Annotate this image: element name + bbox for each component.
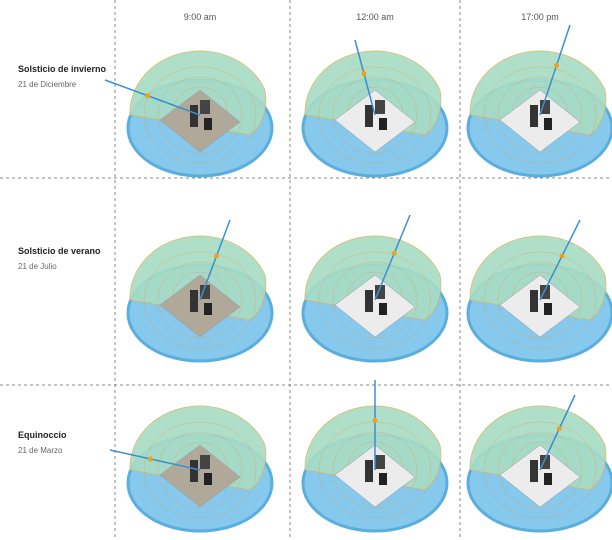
dome-arc: [318, 66, 432, 164]
ground-square: [334, 274, 416, 338]
building: [365, 290, 373, 312]
sun-dome: [466, 394, 612, 533]
building: [530, 460, 538, 482]
ground-square: [499, 274, 581, 338]
sun-ray: [539, 394, 576, 471]
building: [375, 455, 385, 469]
sun-ray: [199, 219, 231, 301]
dome-arc: [143, 66, 257, 164]
ground-square: [159, 444, 241, 508]
building: [200, 455, 210, 469]
building: [190, 105, 198, 127]
sun-position: [391, 250, 397, 256]
sun-dome: [466, 24, 612, 178]
column-header: 12:00 am: [356, 12, 394, 22]
building: [365, 460, 373, 482]
row-date: 21 de Diciembre: [18, 80, 77, 89]
building: [200, 285, 210, 299]
dome-arc: [143, 421, 257, 519]
building: [540, 285, 550, 299]
dome-arc: [332, 261, 418, 339]
dome-arc: [497, 431, 583, 509]
building: [200, 100, 210, 114]
sun-dome: [126, 219, 274, 363]
sun-ray: [539, 24, 571, 116]
sun-ray: [374, 214, 411, 301]
sun-position: [214, 253, 219, 259]
sun-ray: [539, 219, 581, 301]
building: [379, 118, 387, 130]
dome-arc: [483, 66, 597, 164]
sun-dome: [301, 380, 449, 533]
dome-arc: [318, 251, 432, 349]
ground-square: [334, 444, 416, 508]
sun-ray: [109, 449, 201, 471]
sun-position: [559, 253, 565, 259]
ground-square: [159, 89, 241, 153]
building: [379, 303, 387, 315]
building: [190, 460, 198, 482]
sun-ray: [354, 39, 376, 116]
building: [530, 290, 538, 312]
ground-square: [159, 274, 241, 338]
column-header: 9:00 am: [183, 12, 217, 22]
sun-position: [556, 426, 562, 432]
building: [544, 118, 552, 130]
dome-arc: [143, 251, 257, 349]
row-title: Equinoccio: [18, 430, 67, 440]
building: [204, 473, 212, 485]
sun-dome: [104, 50, 274, 178]
dome-arc: [483, 421, 597, 519]
column-header: 17:00 pm: [521, 12, 559, 22]
row-title: Solsticio de verano: [18, 246, 101, 256]
building: [190, 290, 198, 312]
ground-square: [499, 444, 581, 508]
building: [375, 285, 385, 299]
sun-position: [148, 456, 153, 462]
sun-position: [361, 71, 367, 77]
building: [544, 473, 552, 485]
building: [204, 118, 212, 130]
sun-dome: [466, 219, 612, 363]
sun-dome: [301, 39, 449, 178]
building: [530, 105, 538, 127]
dome-arc: [157, 261, 243, 339]
sun-position: [372, 418, 378, 423]
building: [204, 303, 212, 315]
sun-position: [554, 63, 559, 68]
sun-position: [145, 93, 151, 99]
dome-arc: [332, 76, 418, 154]
dome-arc: [497, 261, 583, 339]
dome-arc: [497, 76, 583, 154]
building: [379, 473, 387, 485]
sun-dome: [301, 214, 449, 363]
dome-arc: [483, 251, 597, 349]
building: [544, 303, 552, 315]
sun-ray: [104, 79, 201, 116]
row-title: Solsticio de invierno: [18, 64, 107, 74]
building: [365, 105, 373, 127]
building: [375, 100, 385, 114]
building: [540, 455, 550, 469]
row-date: 21 de Julio: [18, 262, 57, 271]
ground-square: [334, 89, 416, 153]
building: [540, 100, 550, 114]
ground-square: [499, 89, 581, 153]
sun-dome: [109, 405, 274, 533]
dome-arc: [157, 431, 243, 509]
dome-arc: [157, 76, 243, 154]
row-date: 21 de Marzo: [18, 446, 63, 455]
